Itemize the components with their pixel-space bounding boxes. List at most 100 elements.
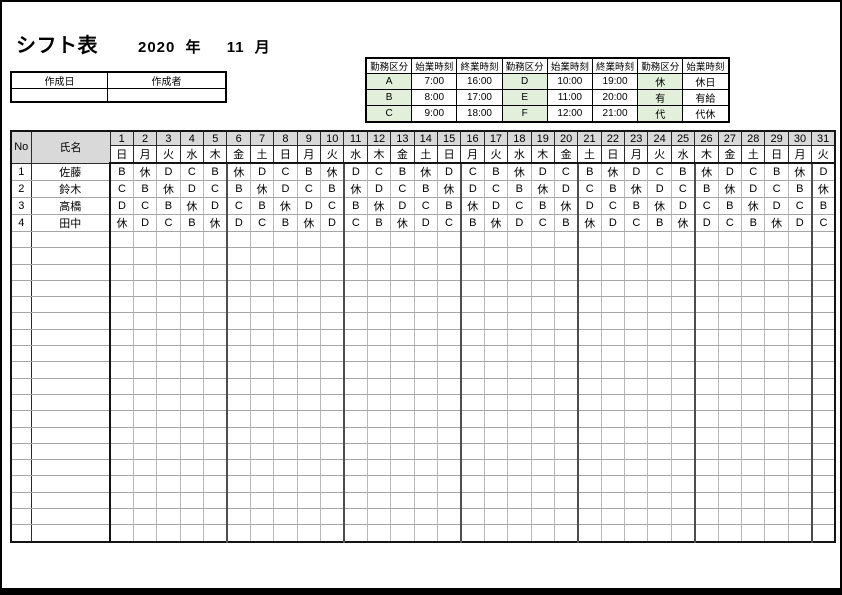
- shift-cell: [156, 394, 181, 412]
- legend-header-cell: 勤務区分: [365, 57, 413, 74]
- shift-cell: C: [437, 214, 462, 232]
- shift-cell: B: [320, 180, 345, 198]
- shift-cell: [484, 394, 509, 412]
- shift-cell: [671, 312, 696, 330]
- shift-cell: [601, 475, 626, 493]
- shift-cell: [507, 280, 532, 298]
- shift-cell: [133, 312, 158, 330]
- shift-cell: [320, 296, 345, 314]
- shift-cell: [671, 524, 696, 543]
- shift-cell: D: [133, 214, 158, 232]
- day-number-cell: 1: [109, 130, 134, 146]
- shift-cell: [460, 264, 485, 281]
- shift-cell: [671, 410, 696, 428]
- shift-cell: [297, 329, 322, 347]
- shift-cell: [554, 296, 579, 314]
- row-no-cell: 2: [11, 180, 32, 198]
- weekday-cell: 月: [787, 145, 813, 164]
- shift-cell: [460, 508, 485, 526]
- day-number-cell: 5: [203, 130, 228, 146]
- day-number-cell: 22: [600, 130, 626, 146]
- shift-cell: [226, 312, 251, 330]
- shift-cell: [811, 280, 836, 298]
- shift-cell: [484, 296, 509, 314]
- shift-cell: [390, 361, 415, 379]
- shift-cell: [437, 492, 462, 510]
- shift-cell: [741, 329, 766, 347]
- shift-cell: [367, 312, 392, 330]
- shift-cell: [577, 312, 602, 330]
- shift-cell: C: [133, 197, 158, 215]
- shift-cell: [484, 427, 509, 444]
- shift-cell: [601, 296, 626, 314]
- shift-cell: [297, 231, 322, 249]
- shift-cell: [460, 524, 485, 543]
- shift-cell: [297, 280, 322, 298]
- weekday-cell: 金: [390, 145, 415, 164]
- shift-cell: [577, 427, 602, 444]
- shift-cell: 休: [507, 163, 532, 181]
- shift-cell: C: [671, 180, 696, 198]
- weekday-cell: 火: [647, 145, 672, 164]
- shift-cell: [320, 329, 345, 347]
- member-row: 1 佐藤 B 休 D C B 休 D C B 休 D C B 休 D C B 休 D C B 休 D C B 休 D C B 休 D: [11, 163, 836, 181]
- shift-cell: B: [671, 163, 696, 181]
- shift-cell: [647, 410, 672, 428]
- shift-cell: [273, 247, 298, 265]
- shift-cell: [226, 427, 251, 444]
- shift-cell: [273, 231, 298, 249]
- weekday-cell: 月: [132, 145, 158, 164]
- shift-cell: [460, 378, 485, 395]
- shift-cell: [647, 247, 672, 265]
- shift-cell: D: [624, 163, 649, 181]
- shift-cell: [460, 312, 485, 330]
- shift-cell: [414, 361, 438, 379]
- weekday-cell: 日: [764, 145, 789, 164]
- shift-cell: [741, 524, 766, 543]
- member-name-cell: [31, 394, 111, 412]
- shift-cell: [484, 443, 509, 461]
- weekday-cell: 日: [109, 145, 134, 164]
- shift-cell: [577, 345, 602, 363]
- shift-cell: [226, 345, 251, 363]
- shift-cell: [273, 345, 298, 363]
- shift-cell: [226, 394, 251, 412]
- shift-cell: [437, 312, 462, 330]
- shift-cell: [601, 443, 626, 461]
- bottom-black-bar: [2, 588, 840, 595]
- shift-cell: [647, 508, 672, 526]
- shift-cell: [367, 296, 392, 314]
- shift-cell: [460, 296, 485, 314]
- shift-cell: [718, 524, 743, 543]
- shift-cell: [577, 264, 602, 281]
- shift-cell: D: [601, 214, 626, 232]
- shift-cell: [764, 459, 789, 477]
- shift-cell: D: [297, 197, 322, 215]
- shift-cell: [577, 231, 602, 249]
- row-no-cell: 1: [11, 163, 32, 181]
- empty-row: [11, 312, 836, 330]
- shift-cell: 休: [601, 163, 626, 181]
- page-title: シフト表: [16, 35, 98, 57]
- shift-cell: C: [741, 163, 766, 181]
- shift-cell: C: [250, 214, 275, 232]
- shift-cell: [788, 280, 813, 298]
- shift-cell: [671, 247, 696, 265]
- weekday-cell: 土: [577, 145, 602, 164]
- member-name-cell: [31, 410, 111, 428]
- shift-cell: [250, 312, 275, 330]
- shift-cell: [788, 247, 813, 265]
- shift-cell: [718, 443, 743, 461]
- weekday-cell: 木: [366, 145, 392, 164]
- shift-cell: [367, 410, 392, 428]
- shift-cell: [694, 378, 719, 395]
- shift-cell: [811, 361, 836, 379]
- shift-cell: [437, 378, 462, 395]
- shift-cell: [531, 427, 555, 444]
- member-name-cell: 高橋: [31, 197, 111, 215]
- shift-cell: B: [156, 197, 181, 215]
- shift-cell: [226, 361, 251, 379]
- shift-cell: [671, 345, 696, 363]
- shift-cell: [554, 492, 579, 510]
- shift-cell: C: [226, 197, 251, 215]
